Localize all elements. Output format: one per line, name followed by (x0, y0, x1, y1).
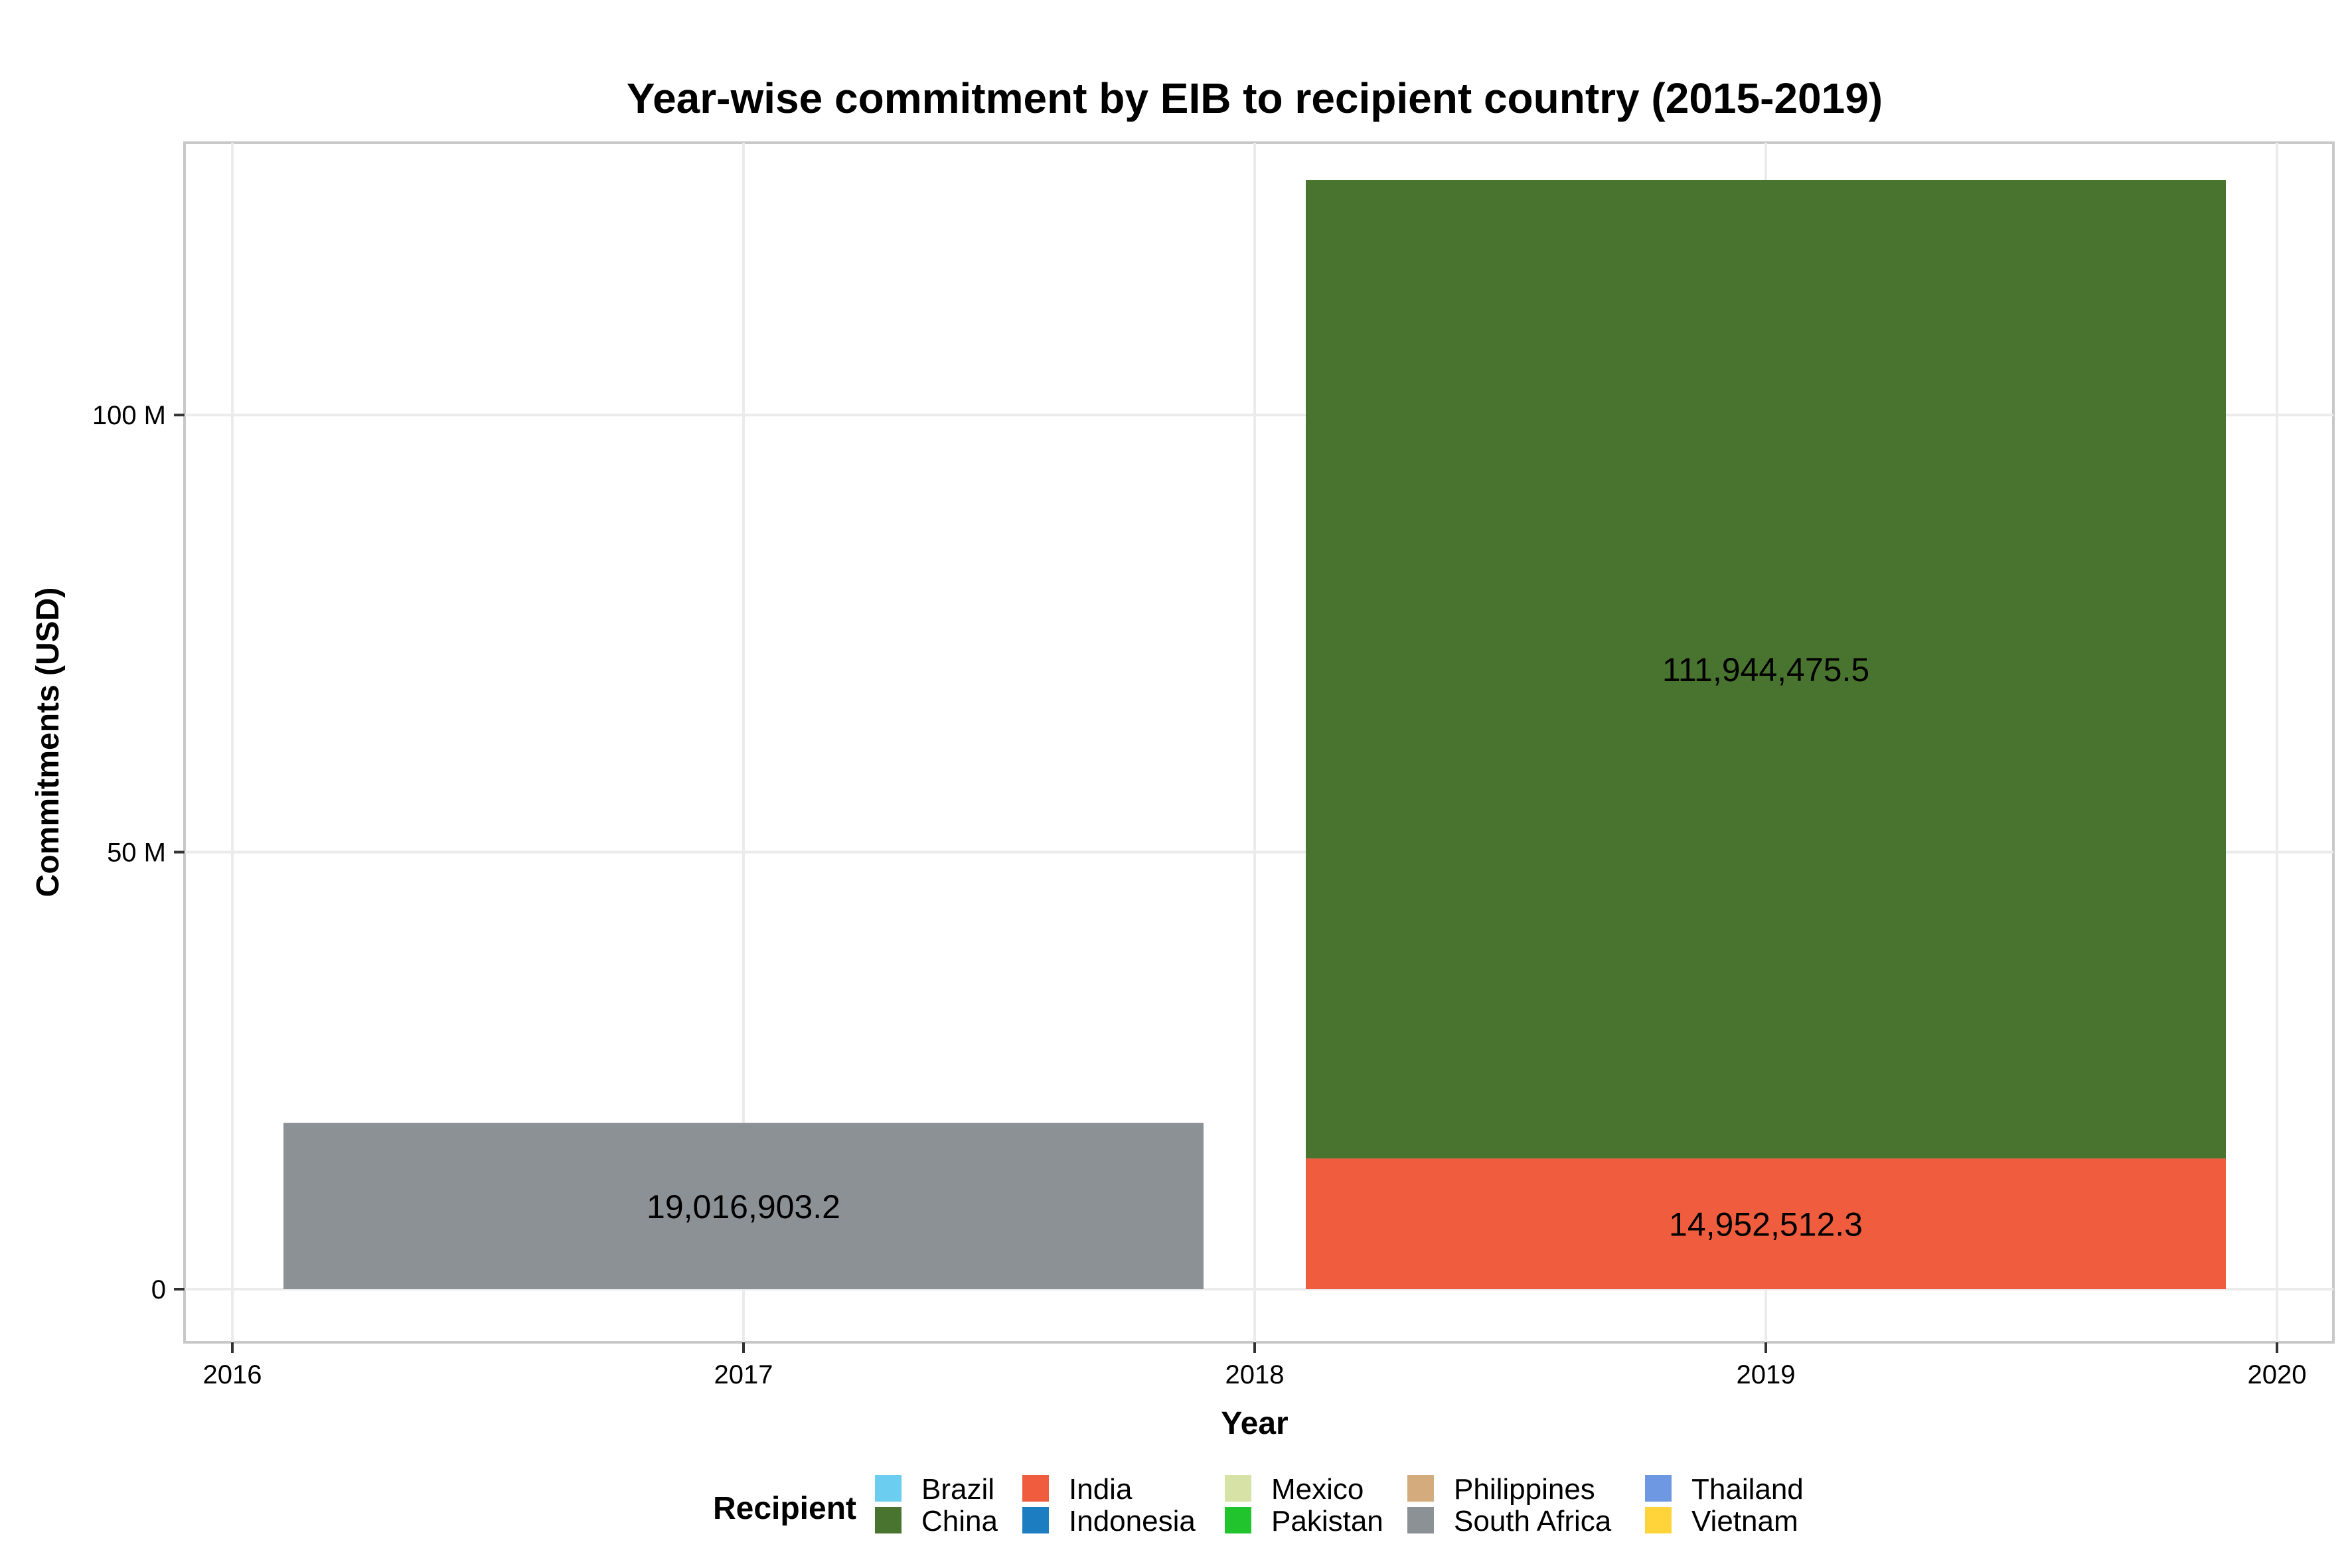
legend-swatch-china (875, 1507, 902, 1533)
legend-label-south-africa: South Africa (1454, 1505, 1612, 1537)
x-tick-label-0: 2016 (203, 1360, 262, 1389)
x-tick-label-1: 2017 (714, 1360, 773, 1389)
legend-label-indonesia: Indonesia (1069, 1505, 1196, 1537)
data-label-1-0: 14,952,512.3 (1669, 1206, 1863, 1243)
legend-swatch-south-africa (1407, 1507, 1434, 1533)
legend-swatch-philippines (1407, 1475, 1434, 1502)
x-tick-label-3: 2019 (1737, 1360, 1796, 1389)
legend-label-china: China (921, 1505, 998, 1537)
legend-label-mexico: Mexico (1271, 1473, 1364, 1506)
legend-label-pakistan: Pakistan (1271, 1505, 1383, 1537)
y-tick-label-1: 50 M (107, 838, 166, 868)
legend-swatch-brazil (875, 1475, 902, 1502)
data-label-0-0: 19,016,903.2 (647, 1188, 840, 1225)
x-tick-label-4: 2020 (2248, 1360, 2307, 1389)
legend-label-brazil: Brazil (921, 1473, 994, 1506)
bar-1-india (1306, 1158, 2226, 1289)
legend-label-india: India (1069, 1473, 1133, 1506)
legend-swatch-vietnam (1645, 1507, 1672, 1533)
legend-swatch-pakistan (1225, 1507, 1251, 1533)
y-tick-label-2: 100 M (92, 401, 166, 430)
legend-swatch-mexico (1225, 1475, 1251, 1502)
y-axis: 0 50 M 100 M (92, 401, 185, 1304)
data-labels: 19,016,903.2 14,952,512.3 111,944,475.5 (647, 651, 1869, 1243)
chart-title: Year-wise commitment by EIB to recipient… (627, 74, 1883, 122)
legend-label-philippines: Philippines (1454, 1473, 1595, 1506)
y-axis-title: Commitments (USD) (31, 588, 66, 898)
legend-swatch-indonesia (1022, 1507, 1049, 1533)
legend-title: Recipient (713, 1491, 856, 1526)
x-axis: 2016 2017 2018 2019 2020 (203, 1342, 2307, 1389)
bar-0-south-africa (283, 1123, 1204, 1289)
data-label-1-1: 111,944,475.5 (1662, 651, 1869, 688)
legend-label-vietnam: Vietnam (1691, 1505, 1798, 1537)
x-axis-title: Year (1221, 1406, 1288, 1441)
bars (283, 180, 2226, 1289)
legend-swatch-india (1022, 1475, 1049, 1502)
legend-label-thailand: Thailand (1691, 1473, 1804, 1506)
bar-1-china (1306, 180, 2226, 1159)
y-tick-label-0: 0 (151, 1275, 166, 1304)
legend-swatch-thailand (1645, 1475, 1672, 1502)
x-tick-label-2: 2018 (1225, 1360, 1285, 1389)
